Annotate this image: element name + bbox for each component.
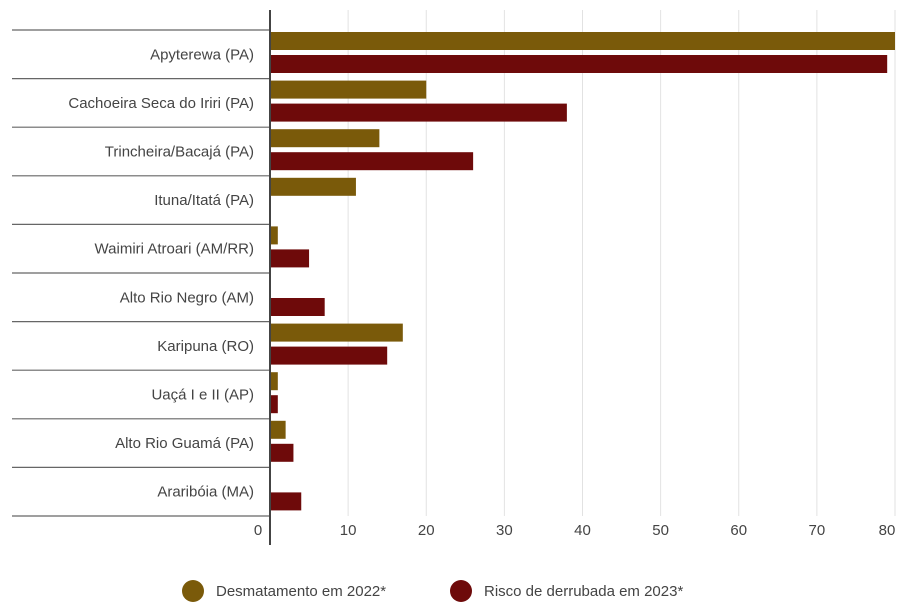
grid-lines xyxy=(347,10,896,516)
category-label: Apyterewa (PA) xyxy=(150,46,254,63)
bar-risco-2023-9 xyxy=(270,492,302,511)
bar-desmatamento-2022-2 xyxy=(270,129,380,148)
legend-label: Desmatamento em 2022* xyxy=(216,583,386,600)
legend-label: Risco de derrubada em 2023* xyxy=(484,583,683,600)
category-label: Waimiri Atroari (AM/RR) xyxy=(95,241,254,258)
legend-swatch xyxy=(450,580,472,602)
legend-swatch xyxy=(182,580,204,602)
x-tick-label: 0 xyxy=(254,522,262,539)
category-label: Araribóia (MA) xyxy=(157,484,254,501)
category-label: Alto Rio Guamá (PA) xyxy=(115,435,254,452)
x-tick-label: 40 xyxy=(574,522,591,539)
x-tick-label: 20 xyxy=(418,522,435,539)
bar-risco-2023-2 xyxy=(270,152,474,171)
category-label: Uaçá I e II (AP) xyxy=(151,387,254,404)
bar-risco-2023-5 xyxy=(270,298,325,316)
bar-risco-2023-7 xyxy=(270,395,278,414)
bar-desmatamento-2022-6 xyxy=(270,323,403,342)
category-label: Ituna/Itatá (PA) xyxy=(154,192,254,209)
bar-risco-2023-8 xyxy=(270,443,294,462)
category-label: Cachoeira Seca do Iriri (PA) xyxy=(68,95,254,112)
x-axis-ticks: 0 10 20 30 40 50 60 70 80 xyxy=(254,522,896,539)
category-label: Karipuna (RO) xyxy=(157,338,254,355)
x-tick-label: 30 xyxy=(496,522,513,539)
x-tick-label: 60 xyxy=(730,522,747,539)
bar-risco-2023-6 xyxy=(270,346,388,365)
bar-desmatamento-2022-3 xyxy=(270,177,356,196)
legend: Desmatamento em 2022* Risco de derrubada … xyxy=(182,580,683,602)
row-separators xyxy=(12,29,270,517)
x-tick-label: 70 xyxy=(809,522,826,539)
bar-risco-2023-4 xyxy=(270,249,310,268)
bar-desmatamento-2022-4 xyxy=(270,226,278,245)
x-tick-label: 50 xyxy=(652,522,669,539)
x-tick-label: 80 xyxy=(879,522,896,539)
bar-desmatamento-2022-0 xyxy=(270,32,895,50)
x-tick-label: 10 xyxy=(340,522,357,539)
bar-risco-2023-0 xyxy=(270,55,888,73)
bar-desmatamento-2022-1 xyxy=(270,80,427,99)
bar-desmatamento-2022-7 xyxy=(270,372,278,391)
category-labels: Apyterewa (PA) Cachoeira Seca do Iriri (P… xyxy=(68,46,254,500)
bar-desmatamento-2022-8 xyxy=(270,420,286,439)
bars xyxy=(270,32,895,511)
category-label: Trincheira/Bacajá (PA) xyxy=(105,144,254,161)
bar-risco-2023-1 xyxy=(270,103,567,122)
category-label: Alto Rio Negro (AM) xyxy=(120,289,254,306)
